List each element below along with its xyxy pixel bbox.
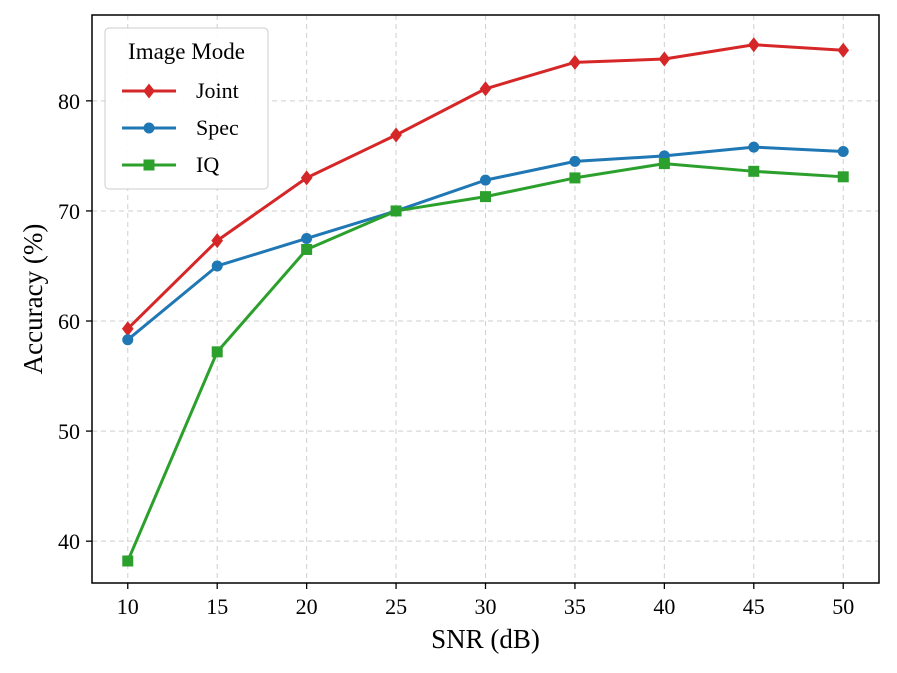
joint-point bbox=[658, 51, 671, 67]
series-lines bbox=[121, 37, 850, 567]
legend-label-spec: Spec bbox=[196, 115, 239, 140]
spec-point bbox=[301, 232, 313, 244]
legend-entry-iq: IQ bbox=[122, 152, 219, 177]
legend-entry-joint: Joint bbox=[122, 78, 239, 103]
x-tick-label: 10 bbox=[117, 594, 139, 619]
y-tick-label: 80 bbox=[58, 89, 80, 114]
x-tick-label: 30 bbox=[475, 594, 497, 619]
iq-point bbox=[211, 346, 223, 358]
series-spec bbox=[122, 141, 849, 346]
joint-point bbox=[479, 81, 492, 97]
x-tick-label: 20 bbox=[296, 594, 318, 619]
joint-point bbox=[300, 170, 313, 186]
legend-box bbox=[104, 27, 269, 190]
iq-point bbox=[480, 191, 491, 203]
joint-point bbox=[121, 321, 134, 337]
iq-point bbox=[122, 555, 134, 567]
legend-marker-spec bbox=[143, 122, 155, 134]
spec-point bbox=[569, 155, 581, 167]
spec-point bbox=[837, 145, 849, 157]
series-iq bbox=[122, 158, 849, 567]
legend-label-joint: Joint bbox=[196, 78, 239, 103]
legend-marker-iq bbox=[143, 159, 155, 171]
y-tick-label: 70 bbox=[58, 199, 80, 224]
legend-entries: Joint Spec IQ bbox=[122, 78, 239, 177]
joint-point bbox=[747, 37, 760, 53]
legend-entry-spec: Spec bbox=[122, 115, 239, 140]
joint-point bbox=[390, 127, 402, 143]
iq-point bbox=[569, 172, 581, 184]
legend-label-iq: IQ bbox=[196, 152, 219, 177]
iq-point bbox=[390, 205, 402, 217]
x-tick-label: 45 bbox=[743, 594, 765, 619]
iq-point bbox=[748, 165, 760, 177]
y-axis-label: Accuracy (%) bbox=[18, 224, 48, 375]
x-tick-label: 25 bbox=[385, 594, 407, 619]
joint-point bbox=[569, 54, 581, 70]
y-tick-label: 60 bbox=[58, 309, 80, 334]
axis-ticks: 10 15 20 25 30 35 40 45 50 40 50 60 70 80 bbox=[58, 89, 854, 619]
joint-point bbox=[837, 42, 850, 58]
legend-title: Image Mode bbox=[128, 39, 245, 64]
joint-point bbox=[211, 233, 224, 249]
series-joint bbox=[121, 37, 850, 337]
iq-point bbox=[837, 171, 849, 183]
legend: Image Mode Joint Spec IQ bbox=[104, 27, 269, 190]
x-axis-label: SNR (dB) bbox=[431, 624, 540, 654]
spec-point bbox=[122, 334, 134, 346]
spec-point bbox=[748, 141, 760, 153]
y-tick-label: 50 bbox=[58, 419, 80, 444]
iq-point bbox=[658, 158, 670, 170]
x-tick-label: 50 bbox=[832, 594, 854, 619]
spec-point bbox=[480, 174, 491, 186]
spec-point bbox=[211, 260, 223, 272]
legend-marker-joint bbox=[143, 83, 155, 99]
x-tick-label: 40 bbox=[653, 594, 675, 619]
y-tick-label: 40 bbox=[58, 529, 80, 554]
x-tick-label: 35 bbox=[564, 594, 586, 619]
x-tick-label: 15 bbox=[206, 594, 228, 619]
iq-point bbox=[301, 243, 313, 255]
